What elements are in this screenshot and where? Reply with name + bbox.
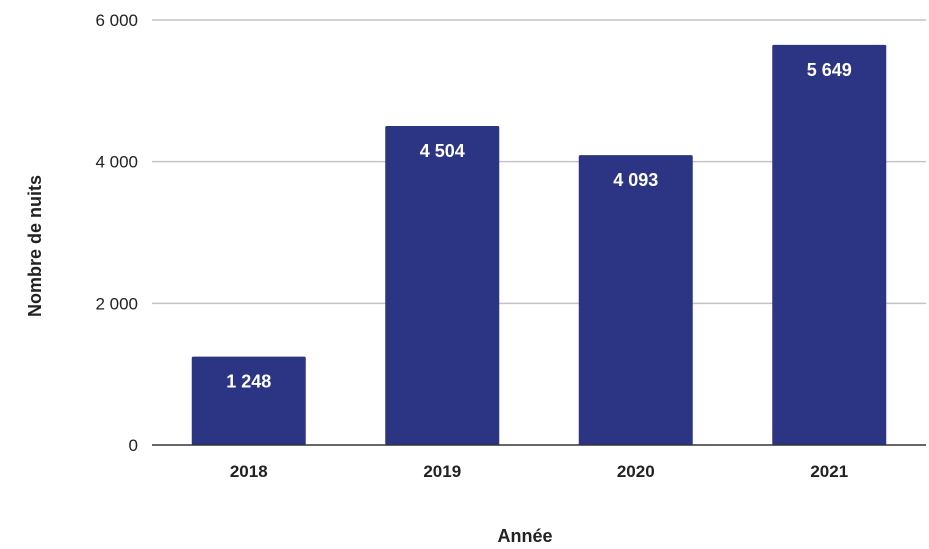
bar-2018 xyxy=(191,356,306,445)
bar-2021 xyxy=(772,44,887,446)
bar-2020 xyxy=(578,155,693,445)
data-labels: 1 248 4 504 4 093 5 649 xyxy=(226,60,852,392)
bar-2019 xyxy=(385,125,500,445)
y-tick-label: 4 000 xyxy=(95,153,138,172)
data-label: 1 248 xyxy=(226,372,271,392)
x-tick-label: 2018 xyxy=(230,462,268,481)
y-axis-title: Nombre de nuits xyxy=(25,175,45,317)
bars xyxy=(191,44,887,446)
y-tick-label: 6 000 xyxy=(95,11,138,30)
x-axis-title: Année xyxy=(497,526,552,546)
y-tick-label: 2 000 xyxy=(95,294,138,313)
y-tick-labels: 0 2 000 4 000 6 000 xyxy=(95,11,138,455)
data-label: 4 093 xyxy=(613,170,658,190)
data-label: 5 649 xyxy=(807,60,852,80)
x-tick-label: 2020 xyxy=(617,462,655,481)
data-label: 4 504 xyxy=(420,141,465,161)
x-tick-labels: 2018 2019 2020 2021 xyxy=(230,462,848,481)
y-tick-label: 0 xyxy=(129,436,138,455)
x-tick-label: 2019 xyxy=(423,462,461,481)
x-tick-label: 2021 xyxy=(810,462,848,481)
